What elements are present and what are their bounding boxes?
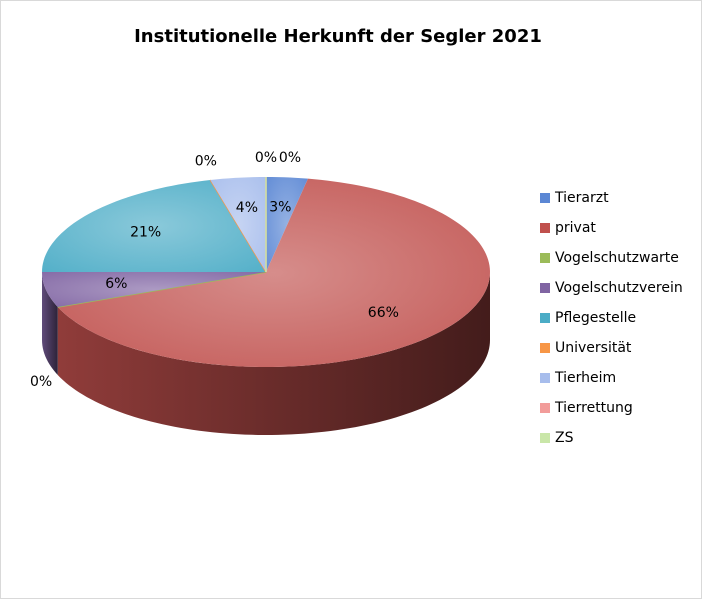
data-label: 0% — [30, 374, 52, 390]
legend-swatch — [540, 433, 550, 443]
data-label: 6% — [105, 276, 127, 292]
data-label: 21% — [130, 224, 161, 240]
legend-label: Tierarzt — [554, 190, 609, 206]
legend-swatch — [540, 373, 550, 383]
legend-swatch — [540, 403, 550, 413]
legend-swatch — [540, 253, 550, 263]
pie-side — [42, 272, 58, 375]
legend-swatch — [540, 193, 550, 203]
legend-label: Universität — [555, 340, 632, 356]
legend-label: ZS — [555, 430, 574, 446]
pie-slice — [266, 177, 308, 272]
data-label: 0% — [195, 154, 217, 170]
legend-label: Pflegestelle — [555, 310, 636, 326]
pie-slice — [57, 271, 267, 308]
legend-swatch — [540, 223, 550, 233]
pie-slice — [210, 177, 266, 272]
data-label: 0% — [279, 150, 301, 166]
legend-label: privat — [555, 220, 596, 236]
pie-side — [57, 272, 490, 435]
pie-slice — [42, 179, 266, 272]
pie-slice — [42, 272, 266, 307]
data-label: 4% — [236, 200, 258, 216]
legend-label: Tierheim — [554, 370, 616, 386]
legend-swatch — [540, 283, 550, 293]
legend-swatch — [540, 343, 550, 353]
legend-label: Vogelschutzverein — [555, 280, 683, 296]
legend-swatch — [540, 313, 550, 323]
legend-label: Vogelschutzwarte — [555, 250, 679, 266]
data-label: 0% — [255, 150, 277, 166]
pie-slice — [57, 178, 490, 367]
legend-label: Tierrettung — [554, 400, 633, 416]
pie-slice — [209, 179, 267, 273]
data-label: 3% — [269, 200, 291, 216]
data-label: 66% — [368, 305, 399, 321]
chart-title: Institutionelle Herkunft der Segler 2021 — [134, 26, 542, 47]
